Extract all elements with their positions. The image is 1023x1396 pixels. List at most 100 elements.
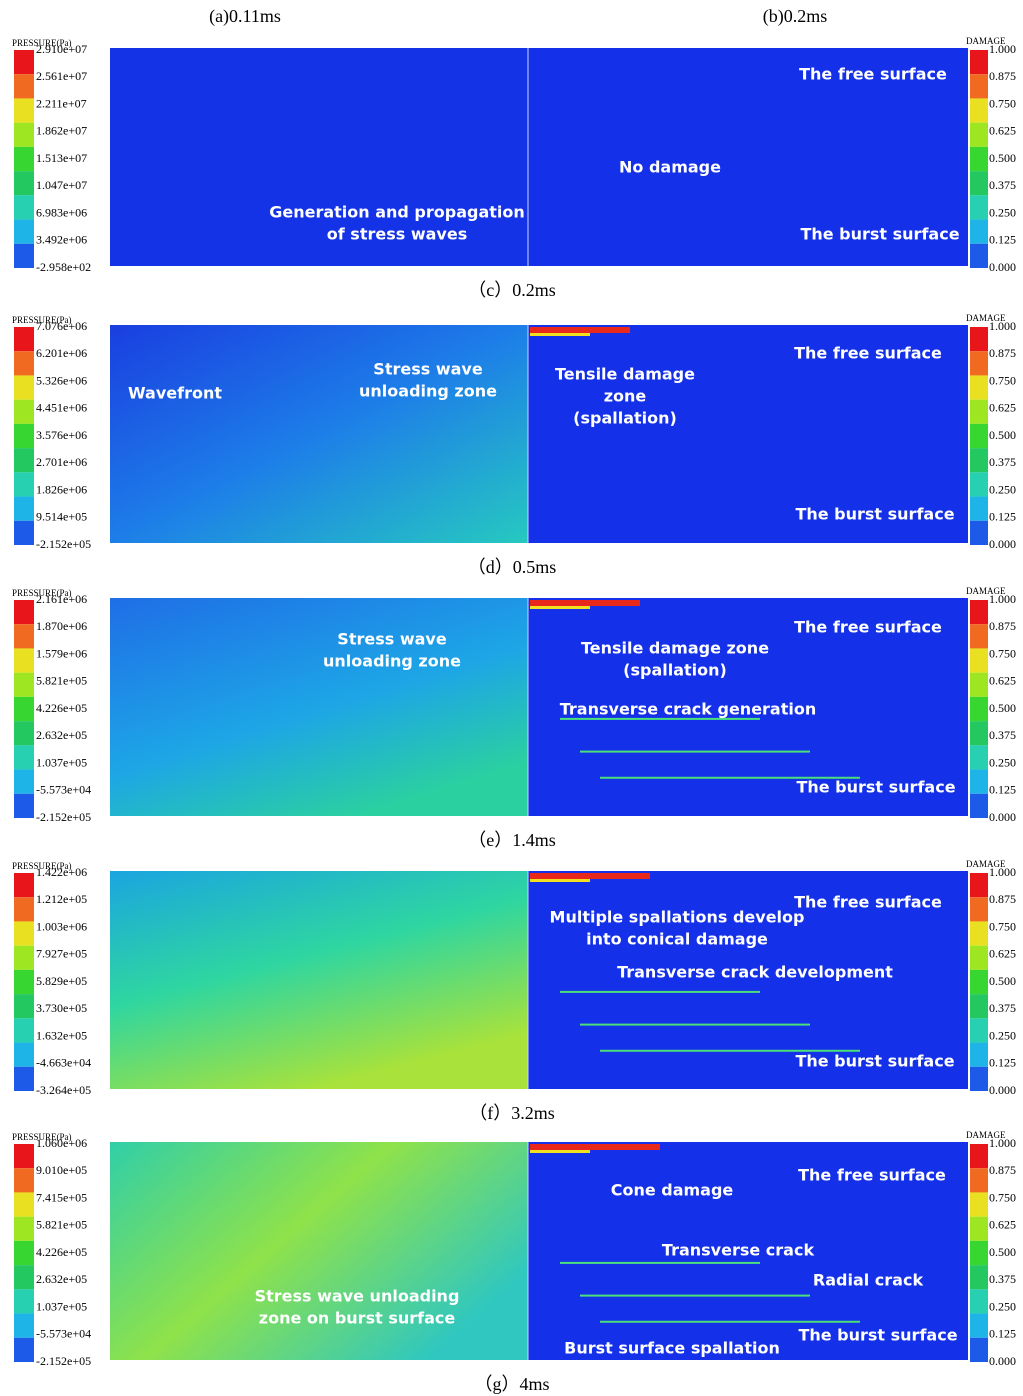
annotation: Cone damage — [611, 1181, 734, 1200]
crack — [560, 1262, 760, 1264]
annotation: unloading zone — [359, 382, 497, 401]
pressure-swatch — [14, 921, 34, 945]
damage-swatch — [970, 921, 988, 945]
annotation: Generation and propagation — [269, 203, 525, 222]
damage-label: 0.250 — [989, 1028, 1016, 1042]
damage-label: 0.250 — [989, 1299, 1016, 1313]
pressure-label: 1.003e+06 — [36, 919, 87, 933]
annotation: Burst surface spallation — [564, 1339, 780, 1358]
damage-label: 0.625 — [989, 401, 1016, 415]
damage-label: 0.625 — [989, 1218, 1016, 1232]
spallation — [530, 600, 640, 606]
pressure-swatch — [14, 424, 34, 448]
pressure-label: 2.701e+06 — [36, 455, 87, 469]
damage-label: 1.000 — [989, 42, 1016, 56]
pressure-swatch — [14, 1067, 34, 1091]
pressure-label: 1.047e+07 — [36, 178, 87, 192]
damage-label: 0.000 — [989, 1083, 1016, 1097]
damage-swatch — [970, 794, 988, 818]
damage-swatch — [970, 98, 988, 122]
pressure-label: -5.573e+04 — [36, 783, 91, 797]
damage-label: 0.375 — [989, 178, 1016, 192]
damage-label: 0.625 — [989, 124, 1016, 138]
pressure-label: 2.910e+07 — [36, 42, 87, 56]
damage-swatch — [970, 897, 988, 921]
damage-swatch — [970, 1144, 988, 1168]
pressure-label: 4.226e+05 — [36, 1245, 87, 1259]
pressure-label: 3.576e+06 — [36, 428, 87, 442]
damage-swatch — [970, 497, 988, 521]
damage-swatch — [970, 220, 988, 244]
damage-label: 0.875 — [989, 346, 1016, 360]
pressure-swatch — [14, 1018, 34, 1042]
damage-label: 0.875 — [989, 1163, 1016, 1177]
annotation: The burst surface — [795, 505, 954, 524]
pressure-label: -2.152e+05 — [36, 1354, 91, 1368]
annotation: The burst surface — [796, 778, 955, 797]
caption: （e）1.4ms — [468, 830, 556, 850]
pressure-label: 1.422e+06 — [36, 865, 87, 879]
annotation: unloading zone — [323, 652, 461, 671]
pressure-swatch — [14, 1289, 34, 1313]
crack — [580, 1295, 810, 1297]
damage-label: 0.000 — [989, 537, 1016, 551]
pressure-label: 9.514e+05 — [36, 510, 87, 524]
pressure-label: 4.451e+06 — [36, 401, 87, 415]
damage-label: 0.500 — [989, 1245, 1016, 1259]
annotation: The free surface — [794, 618, 942, 637]
damage-swatch — [970, 1265, 988, 1289]
pressure-label: 1.212e+05 — [36, 892, 87, 906]
pressure-label: -3.264e+05 — [36, 1083, 91, 1097]
damage-swatch — [970, 697, 988, 721]
pressure-swatch — [14, 897, 34, 921]
pressure-field — [110, 325, 528, 543]
damage-swatch — [970, 521, 988, 545]
pressure-label: 2.632e+05 — [36, 728, 87, 742]
panel-label: (a)0.11ms — [209, 6, 281, 27]
damage-swatch — [970, 195, 988, 219]
pressure-swatch — [14, 171, 34, 195]
damage-label: 0.500 — [989, 701, 1016, 715]
annotation: of stress waves — [327, 225, 467, 244]
pressure-swatch — [14, 244, 34, 268]
pressure-swatch — [14, 195, 34, 219]
damage-swatch — [970, 1314, 988, 1338]
annotation: The burst surface — [800, 225, 959, 244]
damage-label: 0.750 — [989, 373, 1016, 387]
annotation: (spallation) — [573, 409, 677, 428]
figure: (a)0.11ms (b)0.2ms PRESSURE(Pa)DAMAGE2.9… — [0, 0, 1023, 1396]
damage-label: 0.625 — [989, 947, 1016, 961]
pressure-swatch — [14, 400, 34, 424]
pressure-swatch — [14, 1265, 34, 1289]
pressure-swatch — [14, 147, 34, 171]
crack — [580, 751, 810, 753]
annotation: Tensile damage — [555, 365, 695, 384]
pressure-swatch — [14, 1217, 34, 1241]
pressure-label: 9.010e+05 — [36, 1163, 87, 1177]
annotation: No damage — [619, 158, 721, 177]
damage-swatch — [970, 123, 988, 147]
pressure-label: 6.983e+06 — [36, 205, 87, 219]
damage-label: 0.125 — [989, 1056, 1016, 1070]
caption: （f）3.2ms — [469, 1103, 555, 1123]
annotation: The burst surface — [798, 1326, 957, 1345]
pressure-swatch — [14, 970, 34, 994]
spallation — [530, 327, 630, 333]
annotation: into conical damage — [586, 930, 768, 949]
damage-swatch — [970, 1289, 988, 1313]
pressure-label: 2.161e+06 — [36, 592, 87, 606]
damage-swatch — [970, 472, 988, 496]
pressure-label: 5.821e+05 — [36, 1218, 87, 1232]
damage-label: 0.000 — [989, 1354, 1016, 1368]
pressure-swatch — [14, 1241, 34, 1265]
pressure-swatch — [14, 50, 34, 74]
damage-label: 1.000 — [989, 319, 1016, 333]
annotation: (spallation) — [623, 661, 727, 680]
pressure-label: -2.152e+05 — [36, 537, 91, 551]
damage-swatch — [970, 1067, 988, 1091]
pressure-label: 1.826e+06 — [36, 482, 87, 496]
pressure-swatch — [14, 123, 34, 147]
damage-label: 0.750 — [989, 1190, 1016, 1204]
damage-label: 0.750 — [989, 919, 1016, 933]
caption: （d）0.5ms — [468, 557, 557, 577]
